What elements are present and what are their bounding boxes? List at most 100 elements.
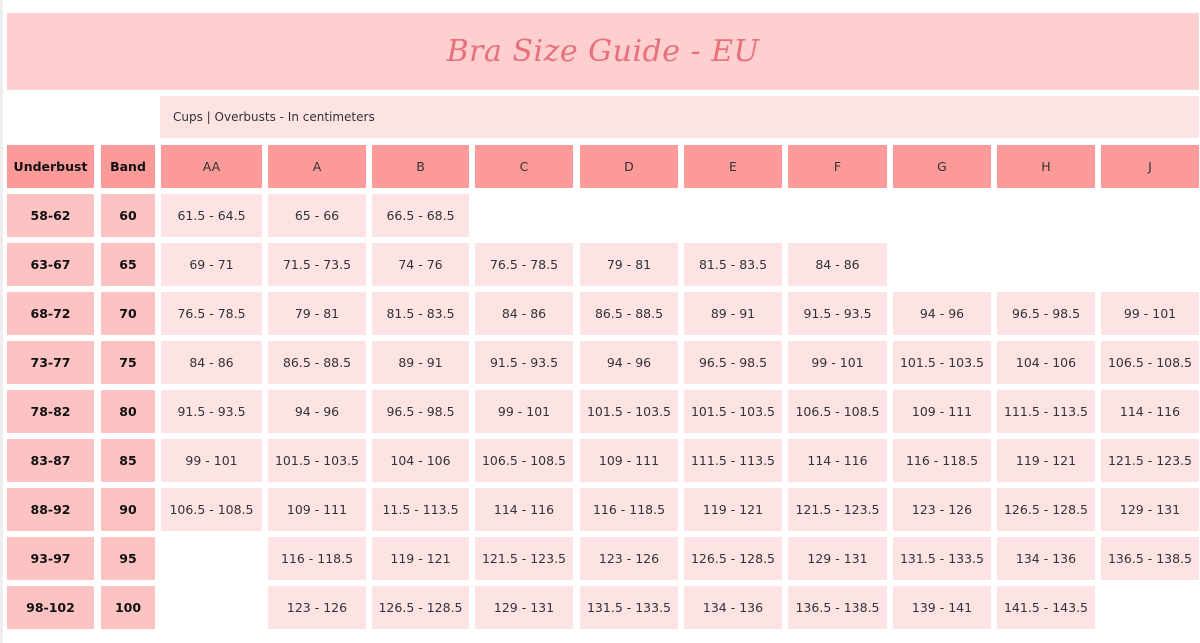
size-cell: 84 - 86 <box>788 243 887 286</box>
size-cell: 86.5 - 88.5 <box>268 341 366 384</box>
header-cup-g: G <box>893 145 991 188</box>
page-title: Bra Size Guide - EU <box>446 34 760 69</box>
header-underbust: Underbust <box>7 145 94 188</box>
size-cell: 141.5 - 143.5 <box>997 586 1095 629</box>
size-cell: 61.5 - 64.5 <box>161 194 262 237</box>
size-cell: 109 - 111 <box>893 390 991 433</box>
band-cell: 60 <box>101 194 155 237</box>
size-cell: 66.5 - 68.5 <box>372 194 469 237</box>
size-cell: 123 - 126 <box>268 586 366 629</box>
size-cell: 76.5 - 78.5 <box>475 243 573 286</box>
size-cell: 126.5 - 128.5 <box>372 586 469 629</box>
size-cell: 106.5 - 108.5 <box>475 439 573 482</box>
size-cell: 114 - 116 <box>475 488 573 531</box>
header-band: Band <box>101 145 155 188</box>
header-cup-h: H <box>997 145 1095 188</box>
size-cell: 116 - 118.5 <box>580 488 678 531</box>
size-cell: 79 - 81 <box>580 243 678 286</box>
size-cell: 126.5 - 128.5 <box>997 488 1095 531</box>
size-cell: 91.5 - 93.5 <box>475 341 573 384</box>
band-cell: 90 <box>101 488 155 531</box>
size-cell: 134 - 136 <box>997 537 1095 580</box>
size-cell: 121.5 - 123.5 <box>475 537 573 580</box>
underbust-cell: 78-82 <box>7 390 94 433</box>
size-cell: 91.5 - 93.5 <box>788 292 887 335</box>
size-cell: 134 - 136 <box>684 586 782 629</box>
size-cell: 119 - 121 <box>684 488 782 531</box>
size-cell: 91.5 - 93.5 <box>161 390 262 433</box>
size-cell: 123 - 126 <box>580 537 678 580</box>
size-cell: 84 - 86 <box>161 341 262 384</box>
size-cell: 131.5 - 133.5 <box>893 537 991 580</box>
size-cell: 131.5 - 133.5 <box>580 586 678 629</box>
underbust-cell: 88-92 <box>7 488 94 531</box>
size-cell: 109 - 111 <box>580 439 678 482</box>
size-cell: 96.5 - 98.5 <box>372 390 469 433</box>
size-cell: 106.5 - 108.5 <box>1101 341 1199 384</box>
size-cell: 89 - 91 <box>684 292 782 335</box>
band-cell: 85 <box>101 439 155 482</box>
size-cell: 136.5 - 138.5 <box>1101 537 1199 580</box>
size-cell: 119 - 121 <box>997 439 1095 482</box>
size-cell: 99 - 101 <box>475 390 573 433</box>
size-cell: 11.5 - 113.5 <box>372 488 469 531</box>
size-cell: 119 - 121 <box>372 537 469 580</box>
header-cup-e: E <box>684 145 782 188</box>
size-cell: 104 - 106 <box>997 341 1095 384</box>
size-cell: 96.5 - 98.5 <box>997 292 1095 335</box>
size-cell: 76.5 - 78.5 <box>161 292 262 335</box>
size-cell: 116 - 118.5 <box>268 537 366 580</box>
size-cell: 126.5 - 128.5 <box>684 537 782 580</box>
size-cell: 71.5 - 73.5 <box>268 243 366 286</box>
size-cell: 111.5 - 113.5 <box>684 439 782 482</box>
size-cell: 65 - 66 <box>268 194 366 237</box>
band-cell: 75 <box>101 341 155 384</box>
underbust-cell: 68-72 <box>7 292 94 335</box>
size-cell: 129 - 131 <box>1101 488 1199 531</box>
size-cell: 106.5 - 108.5 <box>788 390 887 433</box>
header-cup-f: F <box>788 145 887 188</box>
header-cup-j: J <box>1101 145 1199 188</box>
size-cell: 99 - 101 <box>788 341 887 384</box>
underbust-cell: 98-102 <box>7 586 94 629</box>
size-cell: 74 - 76 <box>372 243 469 286</box>
size-cell: 99 - 101 <box>1101 292 1199 335</box>
header-cup-b: B <box>372 145 469 188</box>
size-cell: 101.5 - 103.5 <box>893 341 991 384</box>
underbust-cell: 93-97 <box>7 537 94 580</box>
underbust-cell: 58-62 <box>7 194 94 237</box>
size-cell: 129 - 131 <box>788 537 887 580</box>
band-cell: 70 <box>101 292 155 335</box>
size-cell: 89 - 91 <box>372 341 469 384</box>
size-cell: 129 - 131 <box>475 586 573 629</box>
size-cell: 79 - 81 <box>268 292 366 335</box>
size-cell: 136.5 - 138.5 <box>788 586 887 629</box>
size-cell: 123 - 126 <box>893 488 991 531</box>
band-cell: 100 <box>101 586 155 629</box>
size-cell: 94 - 96 <box>893 292 991 335</box>
size-cell: 84 - 86 <box>475 292 573 335</box>
header-cup-c: C <box>475 145 573 188</box>
size-cell: 116 - 118.5 <box>893 439 991 482</box>
size-cell: 104 - 106 <box>372 439 469 482</box>
size-cell: 101.5 - 103.5 <box>580 390 678 433</box>
size-cell: 69 - 71 <box>161 243 262 286</box>
size-cell: 106.5 - 108.5 <box>161 488 262 531</box>
band-cell: 95 <box>101 537 155 580</box>
title-banner: Bra Size Guide - EU <box>7 13 1199 90</box>
band-cell: 80 <box>101 390 155 433</box>
size-cell: 111.5 - 113.5 <box>997 390 1095 433</box>
header-cup-aa: AA <box>161 145 262 188</box>
size-cell: 121.5 - 123.5 <box>788 488 887 531</box>
underbust-cell: 83-87 <box>7 439 94 482</box>
size-cell: 114 - 116 <box>1101 390 1199 433</box>
header-cup-d: D <box>580 145 678 188</box>
size-cell: 99 - 101 <box>161 439 262 482</box>
size-cell: 96.5 - 98.5 <box>684 341 782 384</box>
size-cell: 121.5 - 123.5 <box>1101 439 1199 482</box>
underbust-cell: 63-67 <box>7 243 94 286</box>
band-cell: 65 <box>101 243 155 286</box>
size-cell: 81.5 - 83.5 <box>372 292 469 335</box>
size-cell: 94 - 96 <box>580 341 678 384</box>
subtitle: Cups | Overbusts - In centimeters <box>160 96 1199 138</box>
